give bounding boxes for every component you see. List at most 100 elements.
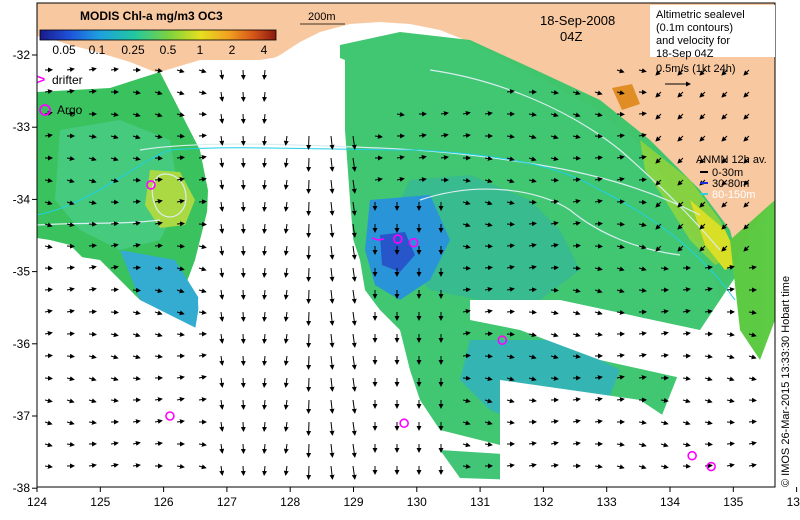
velocity-arrow (748, 462, 757, 468)
velocity-arrow (110, 309, 119, 315)
velocity-arrow (721, 135, 728, 142)
velocity-arrow (506, 463, 515, 469)
x-axis: 124 125 126 127 128 129 130 131 132 133 134 135 136 (27, 487, 800, 509)
velocity-arrow (219, 465, 225, 476)
velocity-arrow (176, 90, 185, 96)
velocity-arrow (506, 156, 515, 162)
colorbar-tick-label: 0.05 (52, 43, 76, 57)
velocity-arrow (440, 155, 449, 161)
velocity-arrow (550, 332, 559, 338)
velocity-arrow (704, 353, 713, 359)
altimetry-line4: 18-Sep 04Z (656, 48, 714, 60)
x-tick-label: 135 (723, 495, 743, 509)
velocity-arrow (721, 113, 728, 120)
velocity-arrow (572, 220, 581, 226)
velocity-arrow (154, 441, 163, 447)
y-tick-label: -32 (13, 48, 31, 62)
velocity-arrow (44, 398, 53, 404)
velocity-arrow (154, 353, 163, 359)
velocity-arrow (528, 441, 537, 447)
velocity-arrow (351, 135, 357, 150)
velocity-arrow (660, 420, 669, 426)
velocity-arrow (528, 111, 537, 117)
velocity-arrow (283, 443, 289, 454)
velocity-arrow (572, 353, 581, 359)
velocity-arrow (262, 245, 268, 256)
velocity-arrow (677, 179, 684, 186)
velocity-arrow (682, 420, 691, 426)
velocity-arrow (484, 353, 493, 359)
velocity-arrow (351, 377, 357, 392)
velocity-arrow (351, 399, 357, 414)
x-tick-label: 124 (27, 495, 47, 509)
velocity-arrow (528, 264, 537, 270)
velocity-arrow (110, 397, 119, 403)
drifter-legend-label: drifter (52, 73, 83, 87)
velocity-arrow (198, 374, 207, 380)
velocity-arrow (66, 67, 75, 73)
velocity-arrow (638, 419, 647, 425)
velocity-arrow (704, 441, 713, 447)
velocity-arrow (176, 375, 185, 381)
velocity-arrow (132, 90, 141, 95)
velocity-arrow (283, 421, 289, 432)
velocity-arrow (329, 421, 335, 436)
y-tick-label: -35 (13, 265, 31, 279)
velocity-arrow (240, 179, 246, 190)
velocity-arrow (110, 332, 119, 338)
velocity-arrow (154, 288, 163, 294)
velocity-arrow (594, 288, 603, 294)
velocity-arrow (594, 176, 603, 182)
velocity-arrow (110, 287, 119, 293)
velocity-arrow (550, 354, 559, 360)
velocity-arrow (462, 308, 471, 314)
velocity-arrow (219, 135, 225, 146)
velocity-arrow (726, 376, 735, 382)
velocity-arrow (484, 441, 493, 447)
velocity-arrow (219, 443, 225, 454)
velocity-arrow (240, 91, 246, 102)
y-tick-label: -37 (13, 409, 31, 423)
velocity-arrow (638, 287, 647, 293)
velocity-arrow (616, 199, 625, 205)
velocity-arrow (329, 201, 335, 216)
velocity-arrow (748, 419, 757, 425)
velocity-arrow (484, 265, 493, 271)
velocity-arrow (351, 267, 357, 282)
velocity-arrow (704, 265, 713, 271)
velocity-arrow (418, 133, 427, 139)
velocity-arrow (638, 199, 647, 205)
velocity-arrow (154, 134, 163, 140)
y-tick-label: -33 (13, 120, 31, 134)
velocity-arrow (726, 419, 735, 425)
velocity-arrow (283, 245, 289, 256)
velocity-arrow (506, 286, 515, 292)
velocity-arrow (638, 111, 647, 117)
velocity-arrow (176, 310, 185, 316)
velocity-arrow (528, 354, 537, 360)
velocity-arrow (66, 222, 75, 228)
colorbar-title: MODIS Chl-a mg/m3 OC3 (80, 9, 223, 23)
velocity-arrow (528, 462, 537, 468)
velocity-arrow (262, 333, 268, 344)
velocity-arrow (506, 89, 515, 95)
velocity-arrow (198, 199, 207, 205)
velocity-arrow (616, 154, 625, 160)
velocity-arrow (743, 245, 750, 252)
velocity-arrow (351, 157, 357, 172)
velocity-arrow (262, 113, 268, 124)
velocity-arrow (506, 331, 515, 337)
velocity-arrow (329, 465, 335, 480)
velocity-arrow (704, 286, 713, 292)
velocity-arrow (462, 244, 471, 250)
velocity-arrow (638, 266, 647, 272)
velocity-arrow (198, 244, 207, 250)
velocity-arrow (240, 157, 246, 168)
y-axis: -32 -33 -34 -35 -36 -37 -38 (13, 48, 37, 495)
velocity-arrow (351, 201, 357, 216)
argo-float-marker (706, 461, 716, 472)
velocity-arrow (484, 308, 493, 314)
velocity-arrow (240, 377, 246, 388)
velocity-arrow (616, 309, 625, 315)
velocity-arrow (462, 287, 471, 293)
